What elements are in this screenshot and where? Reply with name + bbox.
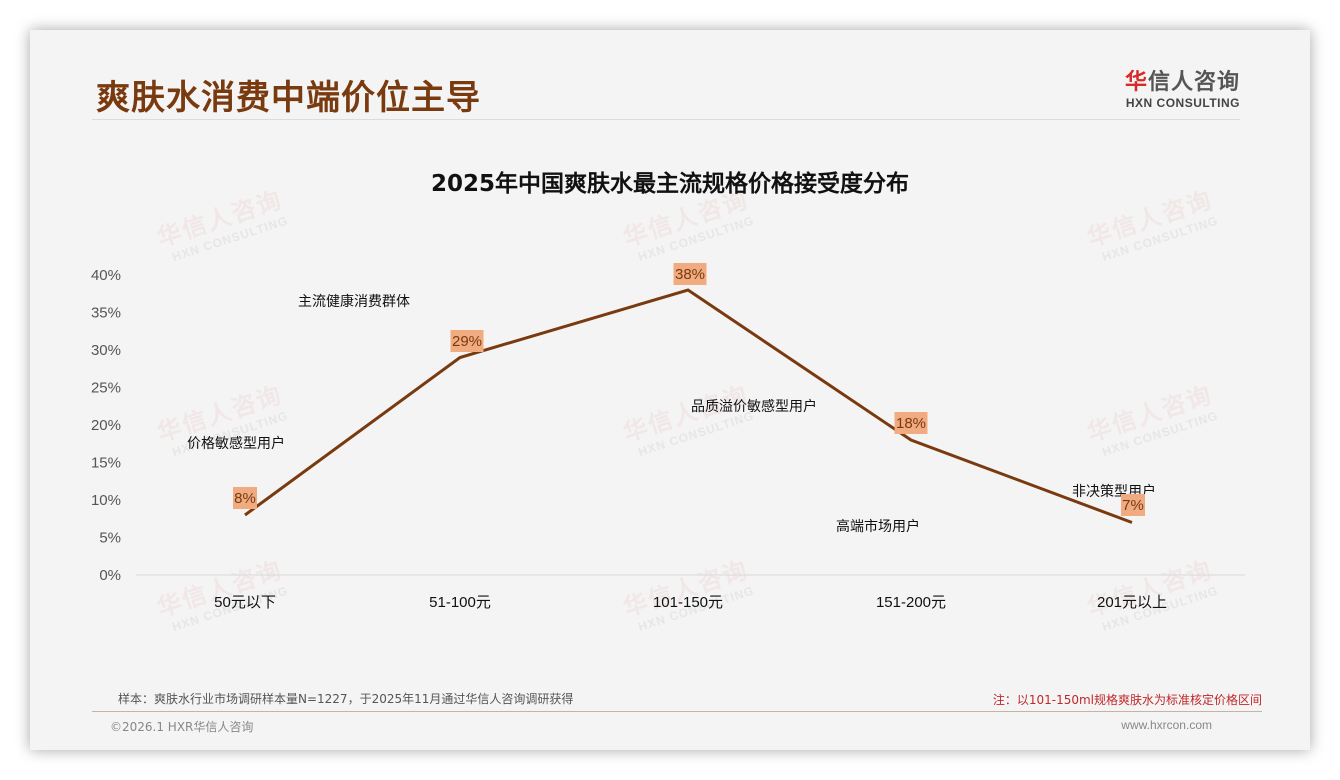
data-label: 29% bbox=[452, 333, 482, 350]
x-axis: 50元以下 51-100元 101-150元 151-200元 201元以上 bbox=[214, 594, 1167, 611]
x-tick-label: 101-150元 bbox=[653, 594, 723, 611]
data-label: 7% bbox=[1122, 497, 1144, 514]
chart-title: 2025年中国爽肤水最主流规格价格接受度分布 bbox=[430, 171, 909, 197]
sample-note: 样本：爽肤水行业市场调研样本量N=1227，于2025年11月通过华信人咨询调研… bbox=[118, 692, 574, 706]
page-title: 爽肤水消费中端价位主导 bbox=[96, 78, 481, 118]
logo-name: 信人咨询 bbox=[1147, 70, 1240, 95]
logo-text-cn: 华信人咨询 bbox=[1110, 64, 1240, 96]
y-tick-label: 0% bbox=[99, 567, 121, 584]
x-tick-label: 50元以下 bbox=[214, 594, 276, 611]
data-label-bg bbox=[673, 263, 707, 285]
data-labels: 8% 29% 38% 18% 7% bbox=[233, 263, 1145, 516]
y-tick-label: 40% bbox=[91, 267, 121, 284]
line-chart: 0% 5% 10% 15% 20% 25% 30% 35% 40% 50元以下 51-100元 10… bbox=[91, 263, 1245, 611]
annotation-label: 品质溢价敏感型用户 bbox=[691, 398, 817, 414]
y-tick-label: 35% bbox=[91, 305, 121, 322]
y-tick-label: 25% bbox=[91, 380, 121, 397]
data-label: 18% bbox=[896, 415, 926, 432]
y-axis: 0% 5% 10% 15% 20% 25% 30% 35% 40% bbox=[91, 267, 121, 584]
header-divider bbox=[92, 119, 1240, 120]
company-logo: 华信人咨询 HXN CONSULTING bbox=[1110, 64, 1240, 110]
price-note: 注：以101-150ml规格爽肤水为标准核定价格区间 bbox=[992, 693, 1262, 707]
data-label-bg bbox=[1121, 494, 1145, 516]
x-tick-label: 151-200元 bbox=[876, 594, 946, 611]
y-tick-label: 30% bbox=[91, 342, 121, 359]
data-label-bg bbox=[894, 412, 928, 434]
footer-divider bbox=[92, 711, 1262, 712]
data-label: 8% bbox=[234, 490, 256, 507]
slide: 爽肤水消费中端价位主导 华信人咨询 HXN CONSULTING 华信人咨询 HX… bbox=[30, 30, 1310, 750]
data-label-bg bbox=[233, 487, 257, 509]
annotation-label: 高端市场用户 bbox=[836, 518, 920, 534]
annotation-label: 价格敏感型用户 bbox=[187, 435, 285, 451]
y-tick-label: 10% bbox=[91, 492, 121, 509]
data-label: 38% bbox=[675, 266, 705, 283]
y-tick-label: 5% bbox=[99, 530, 121, 547]
x-tick-label: 51-100元 bbox=[429, 594, 491, 611]
website-link[interactable]: www.hxrcon.com bbox=[1121, 718, 1212, 732]
x-tick-label: 201元以上 bbox=[1097, 594, 1167, 611]
annotation-label: 主流健康消费群体 bbox=[298, 293, 410, 309]
y-tick-label: 15% bbox=[91, 455, 121, 472]
series-line bbox=[244, 288, 1133, 524]
logo-text-en: HXN CONSULTING bbox=[1125, 96, 1240, 110]
y-tick-label: 20% bbox=[91, 417, 121, 434]
data-label-bg bbox=[450, 330, 484, 352]
logo-mark: 华 bbox=[1124, 70, 1148, 95]
copyright: ©2026.1 HXR华信人咨询 bbox=[110, 720, 254, 734]
